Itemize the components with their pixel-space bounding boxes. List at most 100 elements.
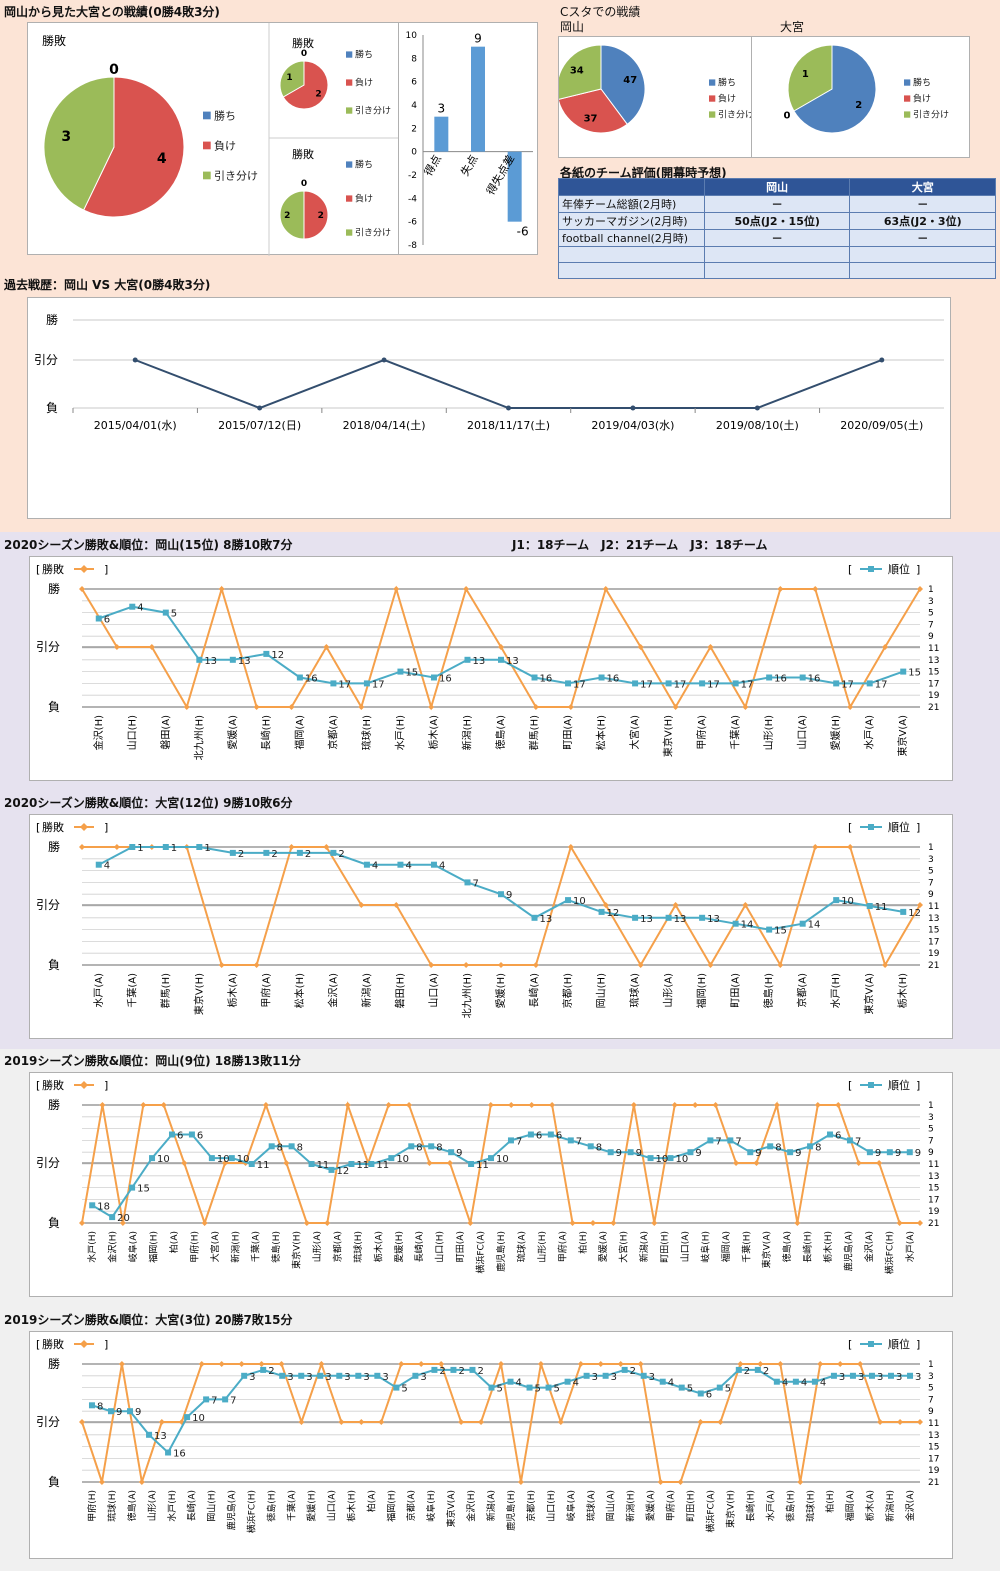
rank-label: 8 (297, 1142, 303, 1153)
result-point (160, 1102, 167, 1108)
rank-ytick: 7 (928, 1395, 934, 1405)
result-point (532, 704, 539, 710)
result-point (446, 1160, 453, 1166)
eval-cell: サッカーマガジン(2月時) (558, 212, 705, 230)
rank-label: 10 (157, 1154, 170, 1165)
rank-point (228, 1155, 235, 1162)
result-point (917, 1220, 923, 1226)
rank-label: 2 (458, 1366, 464, 1377)
league-note: J1：18チーム J2：21チーム J3：18チーム (512, 538, 768, 552)
rank-label: 5 (535, 1384, 541, 1395)
xtick-label: 京都(A) (326, 715, 339, 750)
rank-ytick: 3 (928, 597, 934, 607)
xtick-label: 磐田(H) (393, 973, 406, 1008)
rank-label: 17 (372, 679, 385, 690)
rank-label: 4 (372, 861, 378, 872)
xtick-label: 金沢(H) (92, 715, 105, 750)
rank-label: 16 (774, 674, 787, 685)
eval-cell: 63点(J2・3位) (849, 212, 996, 230)
xtick-label: 岡山(H) (207, 1490, 218, 1522)
rank-label: 1 (204, 843, 210, 854)
result-point (158, 1419, 165, 1425)
rank-label: 17 (841, 679, 854, 690)
result-point (323, 844, 330, 850)
rank-label: 15 (137, 1184, 150, 1195)
rank-label: 3 (249, 1372, 255, 1383)
legend-label-draw: 引き分け (355, 228, 391, 239)
rank-label: 11 (356, 1160, 369, 1171)
rank-point (830, 1372, 837, 1379)
bar-ytick: -4 (408, 194, 417, 204)
result-legend-close: ] (104, 821, 108, 834)
xtick-label: 新潟(A) (485, 1490, 497, 1521)
rank-label: 9 (755, 1148, 761, 1159)
rank-label: 4 (820, 1378, 826, 1389)
xtick-label: 長崎(A) (528, 973, 541, 1008)
rank-ytick: 17 (928, 937, 939, 947)
rank-point (279, 1372, 286, 1379)
rank-point (469, 1366, 476, 1373)
history-ytick: 引分 (34, 353, 58, 367)
eval-cell: － (849, 195, 996, 213)
xtick-label: 水戸(H) (166, 1490, 178, 1522)
rank-legend-close: ] (916, 563, 920, 576)
rank-ytick: 17 (928, 1195, 939, 1205)
rank-point (146, 1431, 153, 1438)
season-panel-omiya-2019: 1 3 5 7 9 11 13 15 17 19 21 勝引分負[勝敗][順位] 8 9 9 13 16 10 7 7… (29, 1331, 953, 1559)
result-point (657, 1479, 664, 1485)
eval-cell (849, 262, 996, 279)
rank-point (598, 908, 605, 915)
rank-label: 6 (706, 1390, 712, 1401)
season-panel-omiya-2020: 1 3 5 7 9 11 13 15 17 19 21 勝引分負[勝敗][順位] 4 1 1 1 2 2 2 2 4 4 4… (29, 814, 953, 1039)
rank-label: 10 (396, 1154, 409, 1165)
eval-cell: 年俸チーム総額(2月時) (558, 195, 705, 213)
rank-point (203, 1396, 210, 1403)
eval-cell (703, 246, 851, 263)
result-point (298, 1419, 305, 1425)
rank-label: 4 (668, 1378, 674, 1389)
xtick-label: 山形(H) (763, 715, 775, 750)
rank-point (767, 1143, 774, 1150)
eval-row: 年俸チーム総額(2月時) －－ (558, 195, 996, 213)
rank-legend-open: [ (848, 563, 852, 576)
rank-point (811, 1378, 818, 1385)
rank-label: 10 (656, 1154, 669, 1165)
rank-point (95, 615, 102, 622)
rank-label: 6 (104, 615, 110, 626)
rank-point (263, 849, 270, 856)
rank-ytick: 11 (928, 644, 939, 654)
result-point (278, 1361, 285, 1367)
xtick-label: 金沢(H) (465, 1490, 477, 1522)
legend-label-win: 勝ち (718, 77, 736, 89)
result-point (498, 644, 504, 650)
history-point (506, 405, 511, 411)
result-point (487, 1102, 494, 1108)
legend-swatch-draw (709, 111, 716, 118)
rank-point (647, 1155, 654, 1162)
xtick-label: 東京V(H) (192, 973, 205, 1015)
result-point (262, 1102, 269, 1108)
rank-point (665, 680, 672, 687)
h2h-pie-panel: 勝敗 0 4 3 勝ち 負け 引き分け 勝敗 0 2 1 勝ち 負け 引き分け 勝敗 0 2 2 勝ち 負け 引き分け (27, 22, 400, 256)
rank-point (388, 1155, 395, 1162)
rank-point (296, 674, 303, 681)
xtick-label: 柏(H) (577, 1231, 589, 1254)
result-point (393, 586, 400, 592)
pie-slice-loss (303, 190, 329, 240)
xtick-label: 山形(A) (663, 973, 675, 1008)
result-point (837, 1361, 844, 1367)
rank-label: 13 (238, 656, 251, 667)
bar-ytick: 10 (406, 31, 418, 41)
result-point (737, 1361, 744, 1367)
result-legend-marker (80, 1340, 88, 1348)
history-xtick: 2018/04/14(土) (343, 419, 426, 432)
rank-label: 13 (472, 656, 485, 667)
result-point (814, 1102, 821, 1108)
rank-label: 12 (607, 908, 620, 919)
rank-ytick: 3 (928, 1113, 934, 1123)
result-point (113, 644, 120, 650)
rank-label: 16 (540, 674, 553, 685)
